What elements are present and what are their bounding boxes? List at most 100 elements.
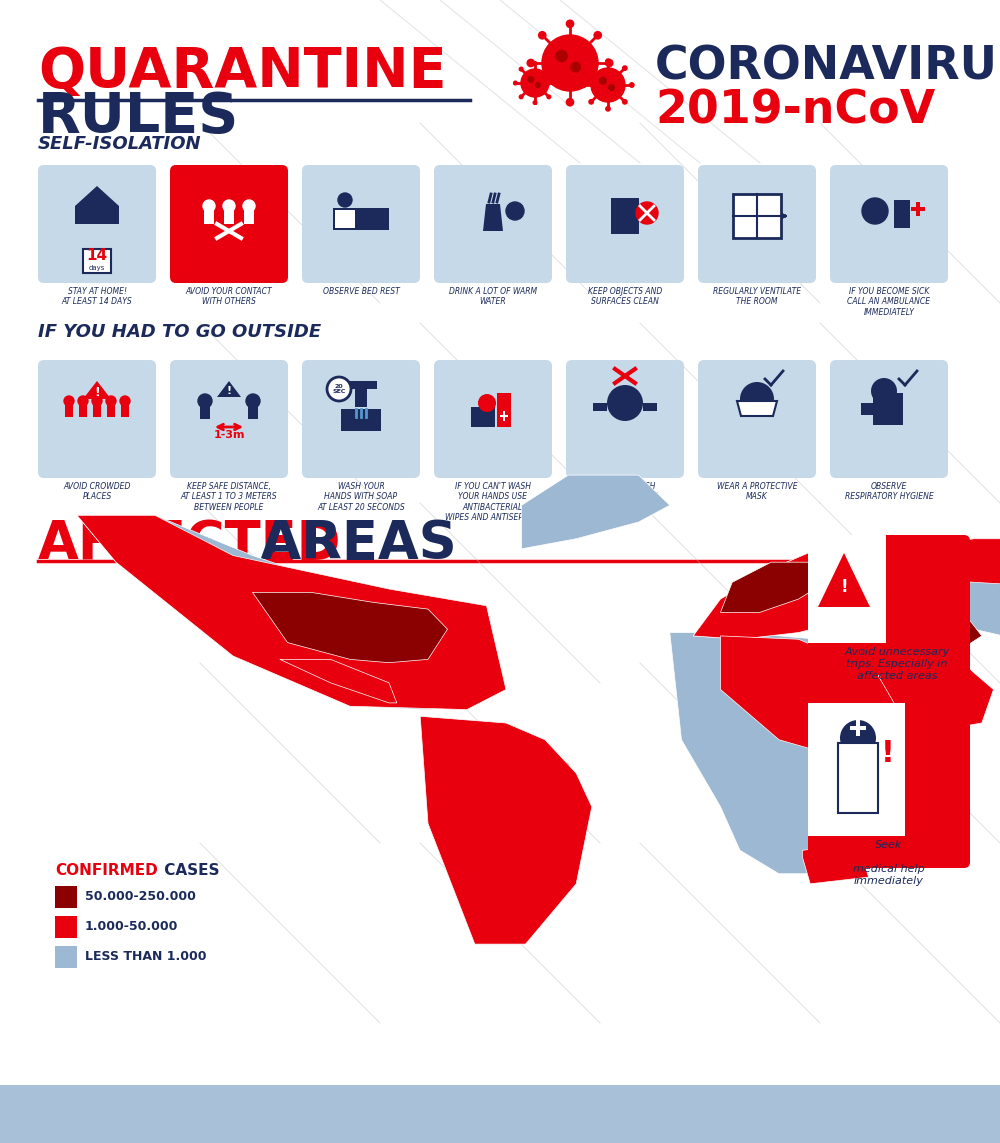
Text: WEAR A PROTECTIVE
MASK: WEAR A PROTECTIVE MASK (717, 482, 797, 502)
Circle shape (223, 200, 235, 211)
Text: AVOID CROWDED
PLACES: AVOID CROWDED PLACES (63, 482, 131, 502)
Circle shape (327, 377, 351, 401)
Text: RULES: RULES (38, 90, 239, 144)
Text: 1-3m: 1-3m (213, 430, 245, 440)
Bar (856, 720, 860, 736)
Polygon shape (720, 562, 826, 613)
Polygon shape (252, 592, 448, 663)
Polygon shape (693, 549, 888, 639)
Polygon shape (912, 616, 982, 646)
Bar (200, 403, 210, 419)
Polygon shape (802, 844, 869, 884)
Circle shape (92, 395, 102, 406)
Text: IF YOU HAD TO GO OUTSIDE: IF YOU HAD TO GO OUTSIDE (38, 323, 321, 341)
Bar (611, 198, 639, 234)
Circle shape (594, 32, 601, 39)
Text: OBSERVE BED REST: OBSERVE BED REST (323, 287, 399, 296)
Bar (500, 415, 508, 417)
Bar (911, 207, 925, 211)
Text: STAY AT HOME!
AT LEAST 14 DAYS: STAY AT HOME! AT LEAST 14 DAYS (62, 287, 132, 306)
Circle shape (533, 62, 537, 65)
Text: affected areas: affected areas (857, 671, 937, 681)
Bar (341, 409, 381, 431)
FancyBboxPatch shape (170, 360, 288, 478)
Bar (894, 200, 910, 227)
Polygon shape (670, 632, 943, 873)
Text: 20
SEC: 20 SEC (332, 384, 346, 394)
Circle shape (547, 67, 551, 71)
Circle shape (607, 385, 643, 421)
Polygon shape (77, 515, 506, 710)
Polygon shape (483, 203, 503, 231)
Circle shape (630, 82, 634, 87)
Text: 1.000-50.000: 1.000-50.000 (85, 920, 178, 934)
Text: AFFECTED: AFFECTED (38, 518, 342, 570)
Text: immediately: immediately (854, 876, 924, 886)
Text: !: ! (840, 578, 848, 596)
Text: OBSERVE
RESPIRATORY HYGIENE: OBSERVE RESPIRATORY HYGIENE (845, 482, 933, 502)
Bar (850, 726, 866, 730)
Bar (244, 208, 254, 224)
Text: REGULARLY VENTILATE
THE ROOM: REGULARLY VENTILATE THE ROOM (713, 287, 801, 306)
Text: AREAS: AREAS (242, 518, 457, 570)
Text: Avoid unnecessary: Avoid unnecessary (844, 647, 950, 657)
Bar (643, 403, 657, 411)
Bar (471, 407, 495, 427)
FancyBboxPatch shape (566, 165, 684, 283)
Circle shape (243, 200, 255, 211)
FancyBboxPatch shape (808, 535, 970, 676)
FancyBboxPatch shape (38, 360, 156, 478)
Circle shape (636, 202, 658, 224)
Circle shape (533, 101, 537, 104)
Circle shape (106, 395, 116, 406)
Bar (107, 403, 115, 417)
Text: !: ! (94, 385, 100, 399)
Text: WASH YOUR
HANDS WITH SOAP
AT LEAST 20 SECONDS: WASH YOUR HANDS WITH SOAP AT LEAST 20 SE… (317, 482, 405, 512)
Circle shape (566, 21, 574, 27)
Text: 14: 14 (86, 248, 108, 264)
Polygon shape (818, 553, 870, 607)
Polygon shape (737, 401, 777, 416)
Circle shape (571, 63, 580, 72)
Circle shape (64, 395, 74, 406)
Circle shape (556, 50, 567, 62)
Circle shape (542, 35, 598, 91)
Polygon shape (720, 636, 896, 757)
Text: SELF-ISOLATION: SELF-ISOLATION (38, 135, 202, 153)
Circle shape (539, 32, 546, 39)
Circle shape (609, 85, 614, 90)
Text: AVOID YOUR CONTACT
WITH OTHERS: AVOID YOUR CONTACT WITH OTHERS (186, 287, 272, 306)
Polygon shape (280, 660, 397, 703)
Circle shape (623, 66, 627, 71)
Circle shape (840, 720, 876, 756)
Bar (204, 208, 214, 224)
FancyBboxPatch shape (434, 360, 552, 478)
Circle shape (528, 77, 534, 82)
Circle shape (539, 87, 546, 95)
Text: days: days (89, 265, 105, 271)
Bar (93, 403, 101, 417)
Bar (733, 194, 781, 238)
Polygon shape (83, 381, 111, 399)
Bar (838, 743, 878, 813)
Circle shape (506, 202, 524, 219)
Circle shape (246, 394, 260, 408)
Circle shape (198, 394, 212, 408)
Bar (335, 210, 355, 227)
Circle shape (535, 82, 540, 88)
Bar (355, 385, 367, 407)
Text: DO NOT TOUCH
YOUR FACE WITH
UNWASHED HANDS: DO NOT TOUCH YOUR FACE WITH UNWASHED HAN… (588, 482, 662, 512)
FancyBboxPatch shape (302, 360, 420, 478)
Bar (65, 403, 73, 417)
FancyBboxPatch shape (566, 360, 684, 478)
Circle shape (582, 82, 586, 87)
FancyBboxPatch shape (38, 165, 156, 283)
Bar (808, 535, 886, 644)
Text: DRINK A LOT OF WARM
WATER: DRINK A LOT OF WARM WATER (449, 287, 537, 306)
Circle shape (594, 87, 601, 95)
Circle shape (547, 95, 551, 98)
Circle shape (740, 382, 774, 416)
Bar (121, 403, 129, 417)
Polygon shape (77, 515, 506, 710)
Circle shape (519, 67, 523, 71)
